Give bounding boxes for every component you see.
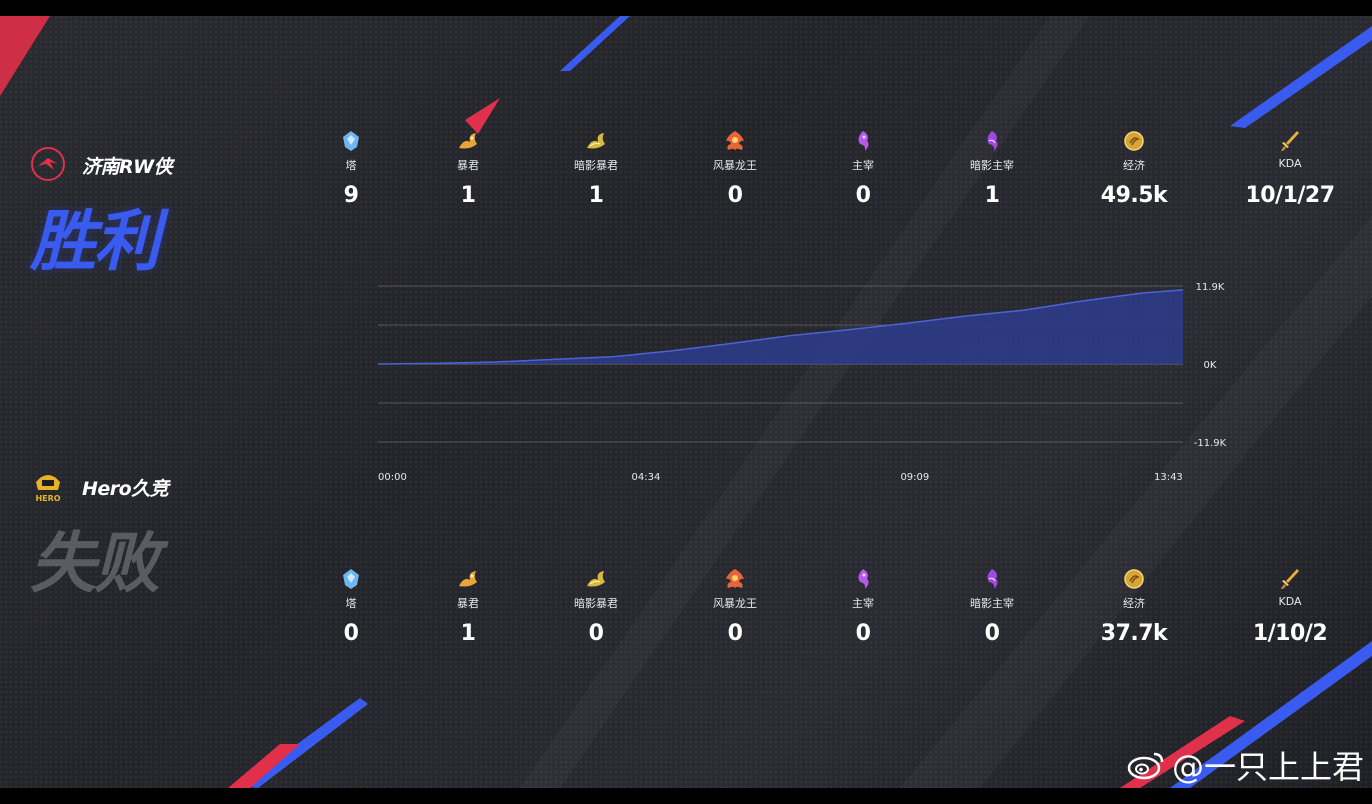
team-top-stats: 塔 9 暴君 1 暗影暴君 1 风暴龙王 0 主宰 0 暗影主宰 1 经济 49.5k KDA 10/1/27 xyxy=(0,128,1372,218)
team-top-stat-overlord: 主宰 0 xyxy=(803,128,923,208)
stat-value: 0 xyxy=(588,621,604,646)
team-top-result: 胜利 xyxy=(30,203,160,280)
gold-difference-chart: 11.9K 0K -11.9K 00:00 04:34 09:09 13:43 xyxy=(377,282,1227,483)
stat-label: KDA xyxy=(1278,595,1302,608)
team-bottom-stats: 塔 0 暴君 1 暗影暴君 0 风暴龙王 0 主宰 0 暗影主宰 0 经济 37.7k KDA 1/10/2 xyxy=(0,566,1372,656)
storm-dragon-icon xyxy=(675,566,795,592)
stat-label: 经济 xyxy=(1123,597,1145,610)
stat-label: 暗影暴君 xyxy=(574,159,618,172)
weibo-watermark: @一只上上君 xyxy=(1126,742,1364,788)
hero-logo-text: HERO xyxy=(35,494,60,503)
stat-label: 塔 xyxy=(345,597,357,610)
stat-label: 暗影主宰 xyxy=(970,159,1014,172)
shadow-tyrant-icon xyxy=(536,128,656,154)
stat-label: 暗影暴君 xyxy=(574,597,618,610)
kda-sword-icon xyxy=(1230,128,1350,154)
shadow-tyrant-icon xyxy=(536,566,656,592)
team-top-stat-gold: 经济 49.5k xyxy=(1074,128,1194,208)
team-bottom-stat-kda-sword: KDA 1/10/2 xyxy=(1230,566,1350,646)
team-bottom-stat-storm-dragon: 风暴龙王 0 xyxy=(675,566,795,646)
weibo-icon xyxy=(1127,752,1164,780)
stat-value: 1 xyxy=(460,621,476,646)
stat-label: 主宰 xyxy=(852,159,874,172)
stat-value: 37.7k xyxy=(1100,621,1168,646)
overlord-icon xyxy=(803,566,923,592)
stat-value: 0 xyxy=(727,183,743,208)
stat-value: 0 xyxy=(855,621,871,646)
team-bottom-stat-overlord: 主宰 0 xyxy=(803,566,923,646)
tower-icon xyxy=(291,566,411,592)
storm-dragon-icon xyxy=(675,128,795,154)
tower-icon xyxy=(291,128,411,154)
stat-value: 1/10/2 xyxy=(1252,621,1328,646)
stat-label: KDA xyxy=(1278,157,1302,170)
team-bottom-stat-shadow-overlord: 暗影主宰 0 xyxy=(932,566,1052,646)
stat-value: 0 xyxy=(343,621,359,646)
team-top-stat-tyrant: 暴君 1 xyxy=(408,128,528,208)
stat-value: 0 xyxy=(984,621,1000,646)
stat-value: 0 xyxy=(727,621,743,646)
team-bottom-stat-tyrant: 暴君 1 xyxy=(408,566,528,646)
overlord-icon xyxy=(803,128,923,154)
stat-value: 10/1/27 xyxy=(1245,183,1335,208)
kda-sword-icon xyxy=(1230,566,1350,592)
team-top-stat-shadow-overlord: 暗影主宰 1 xyxy=(932,128,1052,208)
shadow-overlord-icon xyxy=(932,566,1052,592)
gold-lead-area xyxy=(378,289,1183,364)
stat-label: 主宰 xyxy=(852,597,874,610)
gold-lead-line xyxy=(377,289,1184,365)
stat-label: 暗影主宰 xyxy=(970,597,1014,610)
stat-value: 1 xyxy=(460,183,476,208)
chart-x-tick-label: 04:34 xyxy=(632,472,661,483)
stat-label: 暴君 xyxy=(457,159,479,172)
tyrant-icon xyxy=(408,566,528,592)
team-bottom-stat-gold: 经济 37.7k xyxy=(1074,566,1194,646)
team-bottom-stat-shadow-tyrant: 暗影暴君 0 xyxy=(536,566,656,646)
team-bottom-name: Hero久竞 xyxy=(82,478,169,500)
post-game-stats-screen: 济南RW侠 胜利 HERO Hero久竞 失败 塔 9 暴君 1 暗影暴君 1 风暴龙王 0 主… xyxy=(0,16,1372,788)
stat-value: 1 xyxy=(984,183,1000,208)
gold-icon xyxy=(1074,128,1194,154)
shadow-overlord-icon xyxy=(932,128,1052,154)
stat-label: 风暴龙王 xyxy=(713,597,757,610)
watermark-text: @一只上上君 xyxy=(1171,748,1364,786)
tyrant-icon xyxy=(408,128,528,154)
team-top-stat-shadow-tyrant: 暗影暴君 1 xyxy=(536,128,656,208)
chart-x-tick-label: 09:09 xyxy=(900,472,929,483)
gold-icon xyxy=(1074,566,1194,592)
stat-label: 风暴龙王 xyxy=(713,159,757,172)
chart-y-tick-label: 11.9K xyxy=(1196,282,1225,293)
stat-value: 1 xyxy=(588,183,604,208)
chart-x-tick-label: 13:43 xyxy=(1154,472,1183,483)
stat-label: 经济 xyxy=(1123,159,1145,172)
team-top-name: 济南RW侠 xyxy=(82,156,173,178)
stat-label: 塔 xyxy=(345,159,357,172)
team-top-stat-kda-sword: KDA 10/1/27 xyxy=(1230,128,1350,208)
chart-y-tick-label: 0K xyxy=(1204,360,1217,371)
decorative-stripes xyxy=(0,16,1372,788)
chart-x-tick-label: 00:00 xyxy=(378,472,407,483)
stat-value: 49.5k xyxy=(1100,183,1168,208)
chart-y-tick-label: -11.9K xyxy=(1194,438,1227,449)
stat-label: 暴君 xyxy=(457,597,479,610)
hero-team-logo: HERO xyxy=(35,475,61,503)
stat-value: 0 xyxy=(855,183,871,208)
stat-value: 9 xyxy=(343,183,359,208)
team-bottom-result: 失败 xyxy=(30,525,160,602)
team-top-stat-storm-dragon: 风暴龙王 0 xyxy=(675,128,795,208)
rw-team-logo xyxy=(31,147,65,181)
